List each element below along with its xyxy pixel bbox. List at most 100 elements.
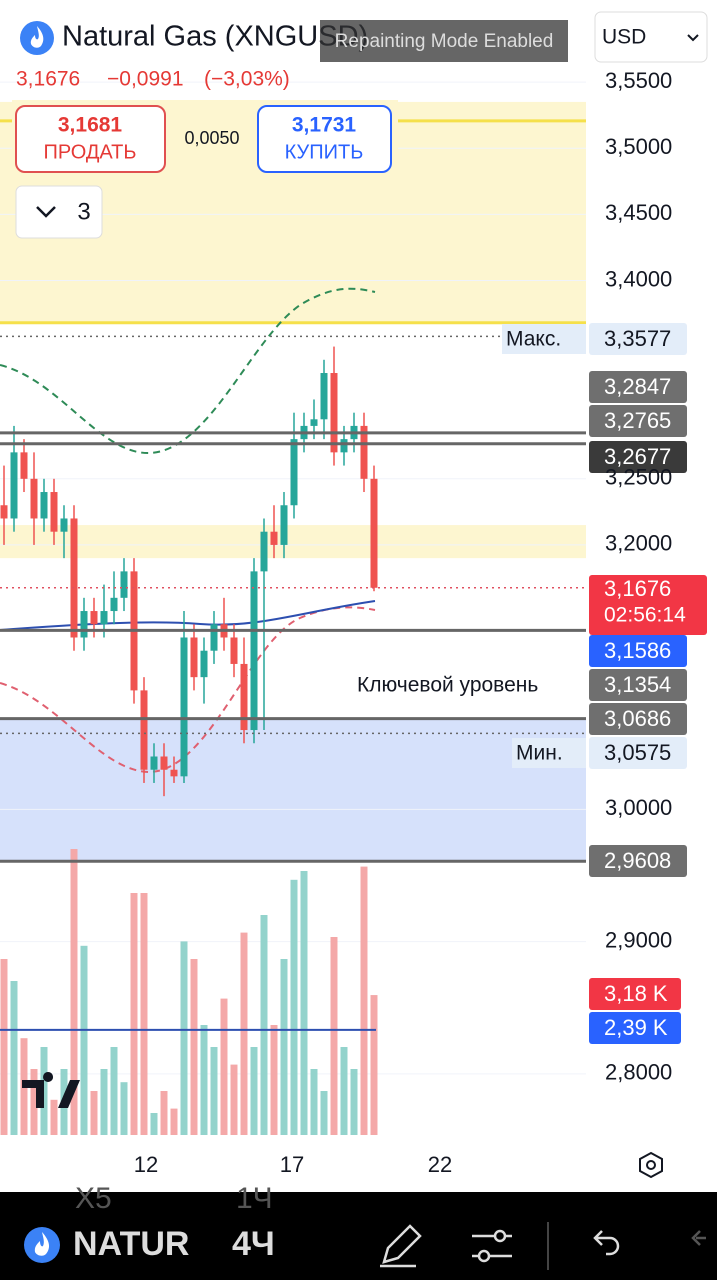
y-tick-label: 3,5000 xyxy=(605,134,672,159)
volume-bar xyxy=(220,998,228,1135)
volume-bar xyxy=(0,959,8,1135)
volume-bar xyxy=(290,879,298,1135)
logo xyxy=(22,1072,80,1108)
symbol-icon xyxy=(20,21,54,55)
candle-body xyxy=(70,518,78,638)
y-tick-label: 3,5500 xyxy=(605,68,672,93)
volume-bar xyxy=(10,981,18,1135)
volume-bar xyxy=(320,1091,328,1135)
price-tag-label: 3,3577 xyxy=(604,326,671,351)
price-change-pct: (−3,03%) xyxy=(204,68,290,91)
volume-bar xyxy=(230,1064,238,1135)
volume-bar xyxy=(90,1091,98,1135)
volume-bar xyxy=(330,937,338,1135)
candle-body xyxy=(60,518,68,532)
overlay-layer: 3,3577 Макс. 3,2847 3,2765 3,2677 3,1676 02:56… xyxy=(0,323,707,1044)
buy-price: 3,1731 xyxy=(292,114,357,137)
volume-bar xyxy=(120,1082,128,1135)
y-tick-label: 3,2500 xyxy=(605,465,672,490)
zone xyxy=(0,718,586,863)
sell-label: ПРОДАТЬ xyxy=(43,141,136,163)
volume-bar xyxy=(100,1069,108,1135)
price-tag xyxy=(589,441,687,473)
candle-body xyxy=(330,373,338,453)
price-tag xyxy=(589,845,687,877)
level-note: Мин. xyxy=(516,742,563,765)
moving-average xyxy=(0,600,376,631)
quantity-select[interactable] xyxy=(15,185,103,239)
settings-dot xyxy=(646,1160,656,1170)
candle-body xyxy=(20,452,28,479)
symbol-button[interactable]: NATUR xyxy=(73,1225,189,1263)
volume-bar xyxy=(150,1113,158,1135)
candle-body xyxy=(140,690,148,770)
sell-price: 3,1681 xyxy=(58,114,123,137)
candle-body xyxy=(250,571,258,731)
volume-bar xyxy=(180,941,188,1135)
volume-bar xyxy=(110,1047,118,1135)
y-tick-label: 2,9000 xyxy=(605,927,672,952)
symbol-icon xyxy=(24,1227,60,1263)
candle-body xyxy=(320,373,328,420)
volume-bar xyxy=(340,1047,348,1135)
volume-bar xyxy=(240,932,248,1135)
x-tick-label: 12 xyxy=(134,1152,158,1177)
price-change: −0,0991 xyxy=(107,68,184,91)
price-tag xyxy=(589,405,687,437)
volume-tag xyxy=(589,978,681,1010)
price-tag xyxy=(589,323,687,355)
candle-body xyxy=(170,769,178,777)
volume-bar xyxy=(70,849,78,1135)
y-tick-label: 2,8000 xyxy=(605,1060,672,1085)
price-tag-label: 2,9608 xyxy=(604,848,671,873)
last-price: 3,1676 xyxy=(16,68,80,91)
volume-bar xyxy=(170,1108,178,1135)
candle-body xyxy=(150,756,158,770)
buy-label: КУПИТЬ xyxy=(285,141,364,163)
redo-icon[interactable] xyxy=(691,1230,706,1246)
settings-icon[interactable] xyxy=(639,1151,663,1179)
volume-bar xyxy=(80,945,88,1135)
y-tick-label: 3,4500 xyxy=(605,200,672,225)
note-bg xyxy=(502,324,586,354)
candle-body xyxy=(230,637,238,664)
candle-body xyxy=(0,505,8,519)
undo-icon[interactable] xyxy=(593,1230,620,1256)
volume-bar xyxy=(190,959,198,1135)
chevron xyxy=(687,34,699,42)
candle-body xyxy=(310,419,318,426)
price-tag xyxy=(589,703,687,735)
quantity: 3 xyxy=(77,198,90,225)
sell-button[interactable] xyxy=(15,105,166,173)
price-tag-label: 3,2677 xyxy=(604,444,671,469)
level-note: Макс. xyxy=(506,328,561,351)
price-tag xyxy=(589,371,687,403)
volume-tag-label: 2,39 K xyxy=(604,1015,668,1040)
x-axis-labels: 9121722 xyxy=(134,1152,452,1177)
price-tag xyxy=(589,635,687,667)
candle-body xyxy=(30,478,38,519)
ghost-text: 1Ч xyxy=(236,1182,273,1215)
volume-bar xyxy=(160,1091,168,1135)
zone xyxy=(0,525,586,559)
draw-icon[interactable] xyxy=(380,1224,422,1268)
price-tag-label: 3,0686 xyxy=(604,706,671,731)
volume-tag-label: 3,18 K xyxy=(604,981,668,1006)
volume-bar xyxy=(130,893,138,1135)
x-tick-label: 17 xyxy=(280,1152,304,1177)
candle-body xyxy=(180,637,188,777)
candle-body xyxy=(370,478,378,588)
interval-button[interactable]: 4Ч xyxy=(232,1225,275,1263)
note-bg xyxy=(353,670,581,700)
candle-body xyxy=(110,597,118,612)
currency-select[interactable] xyxy=(594,11,708,63)
volume-tag xyxy=(589,1012,681,1044)
volume-bar xyxy=(300,871,308,1135)
volume-bar xyxy=(260,915,268,1135)
buy-button[interactable] xyxy=(257,105,392,173)
candle-body xyxy=(50,492,58,532)
volume-bar xyxy=(360,866,368,1135)
volume-bar xyxy=(350,1069,358,1135)
overlay-box xyxy=(320,20,568,62)
